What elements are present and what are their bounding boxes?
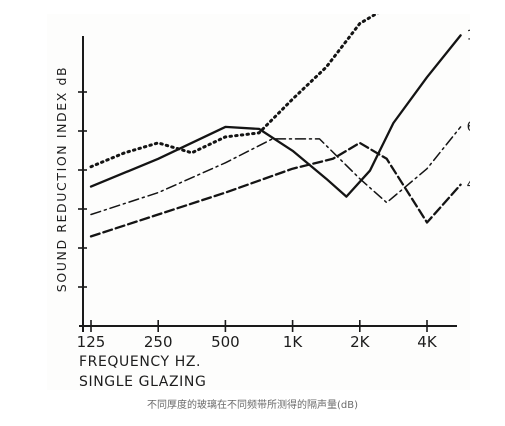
tick-marks [78, 91, 428, 332]
series-line-25mm [89, 14, 379, 169]
x-tick-label: 4K [417, 333, 438, 351]
series-line-4mm [89, 141, 462, 238]
x-axis-label-line: FREQUENCY HZ. [79, 354, 201, 370]
x-tick-label: 250 [144, 333, 173, 351]
series-layer [89, 14, 462, 238]
x-axis-label-line: SINGLE GLAZING [79, 374, 206, 390]
chart-figure: 125 250 500 1K 2K 4K SOUND REDUCTION INDEX dB F… [47, 14, 470, 390]
series-label-6mm: 6MM [467, 119, 470, 135]
y-axis-label: SOUND REDUCTION INDEX dB [54, 66, 69, 292]
series-line-6mm [90, 126, 462, 216]
sound-reduction-chart: 125 250 500 1K 2K 4K SOUND REDUCTION INDEX dB F… [54, 14, 470, 390]
figure-caption: 不同厚度的玻璃在不同频带所测得的隔声量(dB) [146, 400, 358, 411]
series-label-10mm: 10MM [467, 27, 470, 43]
x-tick-label: 1K [283, 333, 304, 351]
series-label-4mm: 4MM [467, 177, 470, 193]
x-tick-label: 125 [77, 333, 106, 351]
x-tick-label: 500 [211, 333, 240, 351]
series-line-10mm [89, 34, 462, 198]
labels-layer: 125 250 500 1K 2K 4K SOUND REDUCTION INDEX dB F… [54, 27, 470, 390]
axes [79, 36, 457, 332]
x-tick-label: 2K [350, 333, 371, 351]
